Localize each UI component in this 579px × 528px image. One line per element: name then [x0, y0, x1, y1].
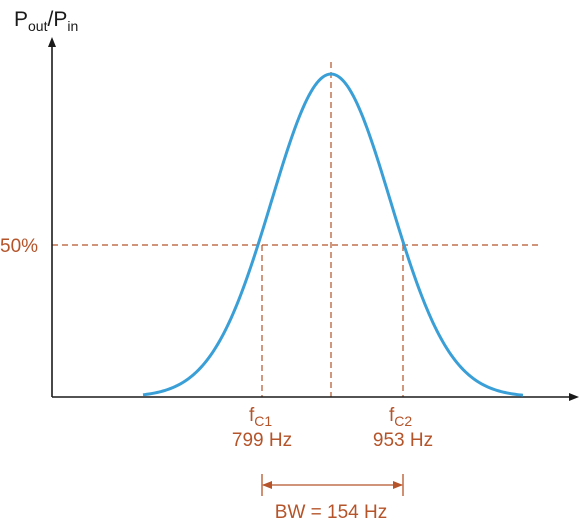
bandwidth-label: BW = 154 Hz [275, 502, 387, 523]
response-curve [142, 72, 524, 397]
fc2-label: fC2 [389, 405, 412, 429]
fc1-subscript: C1 [254, 413, 272, 429]
fc2-symbol: f [389, 405, 395, 426]
y-axis-label-sub-in: in [67, 18, 78, 34]
y-axis-label-main: P [14, 8, 28, 31]
fc1-symbol: f [249, 405, 255, 426]
y-axis-label-slash: /P [47, 8, 67, 31]
fc2-value: 953 Hz [373, 430, 433, 451]
y-axis-label: Pout/Pin [14, 8, 78, 34]
fc2-subscript: C2 [394, 413, 412, 429]
half-power-label: 50% [0, 236, 38, 257]
y-axis-label-sub-out: out [28, 18, 48, 34]
fc1-label: fC1 [249, 405, 272, 429]
fc1-value: 799 Hz [232, 430, 292, 451]
